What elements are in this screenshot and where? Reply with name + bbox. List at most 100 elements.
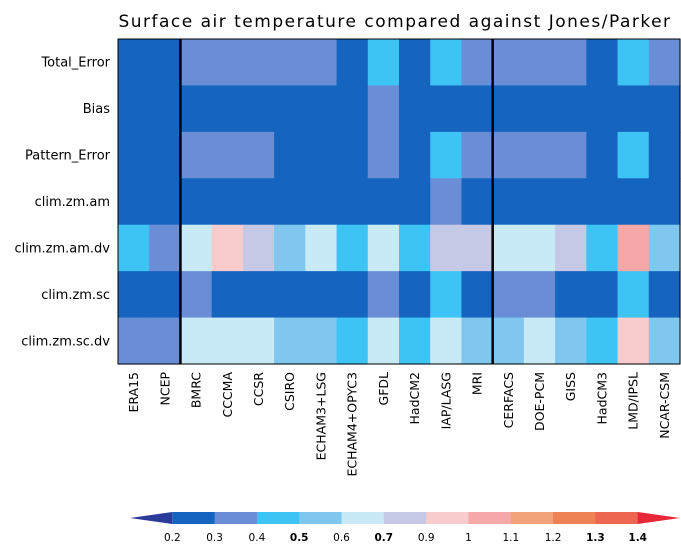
- heatmap-cell: [555, 178, 587, 226]
- heatmap-cell: [336, 224, 369, 272]
- column-label: MRI: [470, 372, 485, 395]
- heatmap-cell: [367, 317, 400, 365]
- plot-frame: [117, 38, 681, 365]
- heatmap-cell: [430, 271, 463, 319]
- heatmap-cell: [461, 85, 494, 133]
- column-label: GISS: [563, 372, 578, 401]
- heatmap-cell: [149, 271, 182, 319]
- heatmap-cell: [149, 39, 182, 87]
- heatmap-cell: [305, 224, 338, 272]
- column-label: LMD/IPSL: [626, 372, 641, 430]
- heatmap-cell: [211, 85, 244, 133]
- heatmap-cell: [149, 85, 182, 133]
- heatmap-cell: [586, 39, 619, 87]
- row-label: Bias: [83, 102, 110, 117]
- heatmap-cell: [586, 317, 619, 365]
- heatmap-cell: [118, 271, 150, 319]
- column-label: CCSR: [251, 372, 266, 406]
- heatmap-cell: [180, 271, 213, 319]
- heatmap-cell: [305, 39, 338, 87]
- colorbar-tick-label: 0.2: [164, 532, 181, 544]
- heatmap-cell: [555, 39, 587, 87]
- colorbar-tick-label: 1.1: [502, 532, 519, 544]
- heatmap-cell: [430, 39, 463, 87]
- heatmap-cell: [336, 85, 369, 133]
- heatmap-cell: [336, 178, 369, 226]
- heatmap-cell: [399, 317, 431, 365]
- column-label: BMRC: [189, 372, 204, 408]
- heatmap-cell: [274, 178, 306, 226]
- heatmap-cell: [492, 271, 525, 319]
- heatmap-cell: [118, 317, 150, 365]
- heatmap-cell: [617, 317, 650, 365]
- heatmap-cell: [180, 85, 213, 133]
- heatmap-cell: [242, 178, 275, 226]
- column-label: ECHAM3+LSG: [313, 372, 328, 460]
- heatmap-cell: [118, 178, 150, 226]
- colorbar-tick-label: 1.3: [586, 532, 605, 544]
- colorbar-segment: [426, 512, 469, 524]
- heatmap-cell: [617, 39, 650, 87]
- colorbar-tick-label: 0.4: [249, 532, 266, 544]
- column-label: ECHAM4+OPYC3: [345, 372, 360, 477]
- heatmap-cell: [274, 39, 306, 87]
- heatmap-cell: [399, 178, 431, 226]
- heatmap-cell: [430, 224, 463, 272]
- row-label: Total_Error: [40, 56, 110, 71]
- column-label: IAP/LASG: [438, 372, 453, 429]
- heatmap-cell: [617, 271, 650, 319]
- heatmap-cell: [305, 85, 338, 133]
- colorbar-segment: [130, 512, 173, 524]
- row-label: Pattern_Error: [25, 149, 111, 164]
- colorbar-tick-label: 1: [465, 532, 472, 544]
- heatmap-cells: [118, 39, 681, 365]
- heatmap-cell: [149, 131, 182, 179]
- colorbar-segment: [383, 512, 427, 524]
- heatmap-cell: [492, 224, 525, 272]
- heatmap-cell: [118, 85, 150, 133]
- heatmap-cell: [118, 224, 150, 272]
- colorbar-tick-label: 1.4: [628, 532, 647, 544]
- heatmap-cell: [305, 317, 338, 365]
- colorbar-tick-label: 0.6: [333, 532, 350, 544]
- heatmap-cell: [461, 224, 494, 272]
- heatmap-cell: [461, 271, 494, 319]
- heatmap-cell: [305, 178, 338, 226]
- colorbar-segment: [256, 512, 300, 524]
- heatmap-cell: [367, 85, 400, 133]
- heatmap-cell: [648, 178, 681, 226]
- heatmap-cell: [242, 271, 275, 319]
- colorbar-tick-label: 0.9: [418, 532, 435, 544]
- column-labels: ERA15 NCEP BMRC CCCMA CCSR CSIRO ECHAM3+LSG ECH…: [126, 372, 672, 477]
- heatmap-cell: [211, 39, 244, 87]
- column-label: GFDL: [376, 372, 391, 406]
- heatmap-cell: [648, 39, 681, 87]
- heatmap-cell: [211, 224, 244, 272]
- heatmap-cell: [274, 271, 306, 319]
- colorbar-segment: [637, 512, 680, 524]
- column-label: HadCM3: [594, 372, 609, 424]
- colorbar-tick-label: 0.7: [374, 532, 393, 544]
- heatmap-cell: [430, 131, 463, 179]
- heatmap-cell: [336, 271, 369, 319]
- colorbar-segment: [299, 512, 343, 524]
- heatmap-cell: [492, 131, 525, 179]
- colorbar: 0.2 0.3 0.4 0.5 0.6 0.7 0.9 1 1.1 1.2 1.3 1.4: [130, 512, 680, 544]
- heatmap-cell: [430, 317, 463, 365]
- heatmap-cell: [586, 131, 619, 179]
- heatmap-cell: [367, 178, 400, 226]
- colorbar-tick-label: 1.2: [545, 532, 562, 544]
- colorbar-segment: [553, 512, 596, 524]
- heatmap-cell: [118, 39, 150, 87]
- heatmap-cell: [149, 317, 182, 365]
- heatmap-cell: [274, 224, 306, 272]
- heatmap-cell: [399, 224, 431, 272]
- heatmap-cell: [555, 85, 587, 133]
- colorbar-segment: [510, 512, 554, 524]
- heatmap-cell: [648, 131, 681, 179]
- heatmap-cell: [274, 85, 306, 133]
- heatmap-cell: [180, 178, 213, 226]
- heatmap-cell: [274, 317, 306, 365]
- heatmap-cell: [648, 85, 681, 133]
- heatmap-cell: [523, 317, 556, 365]
